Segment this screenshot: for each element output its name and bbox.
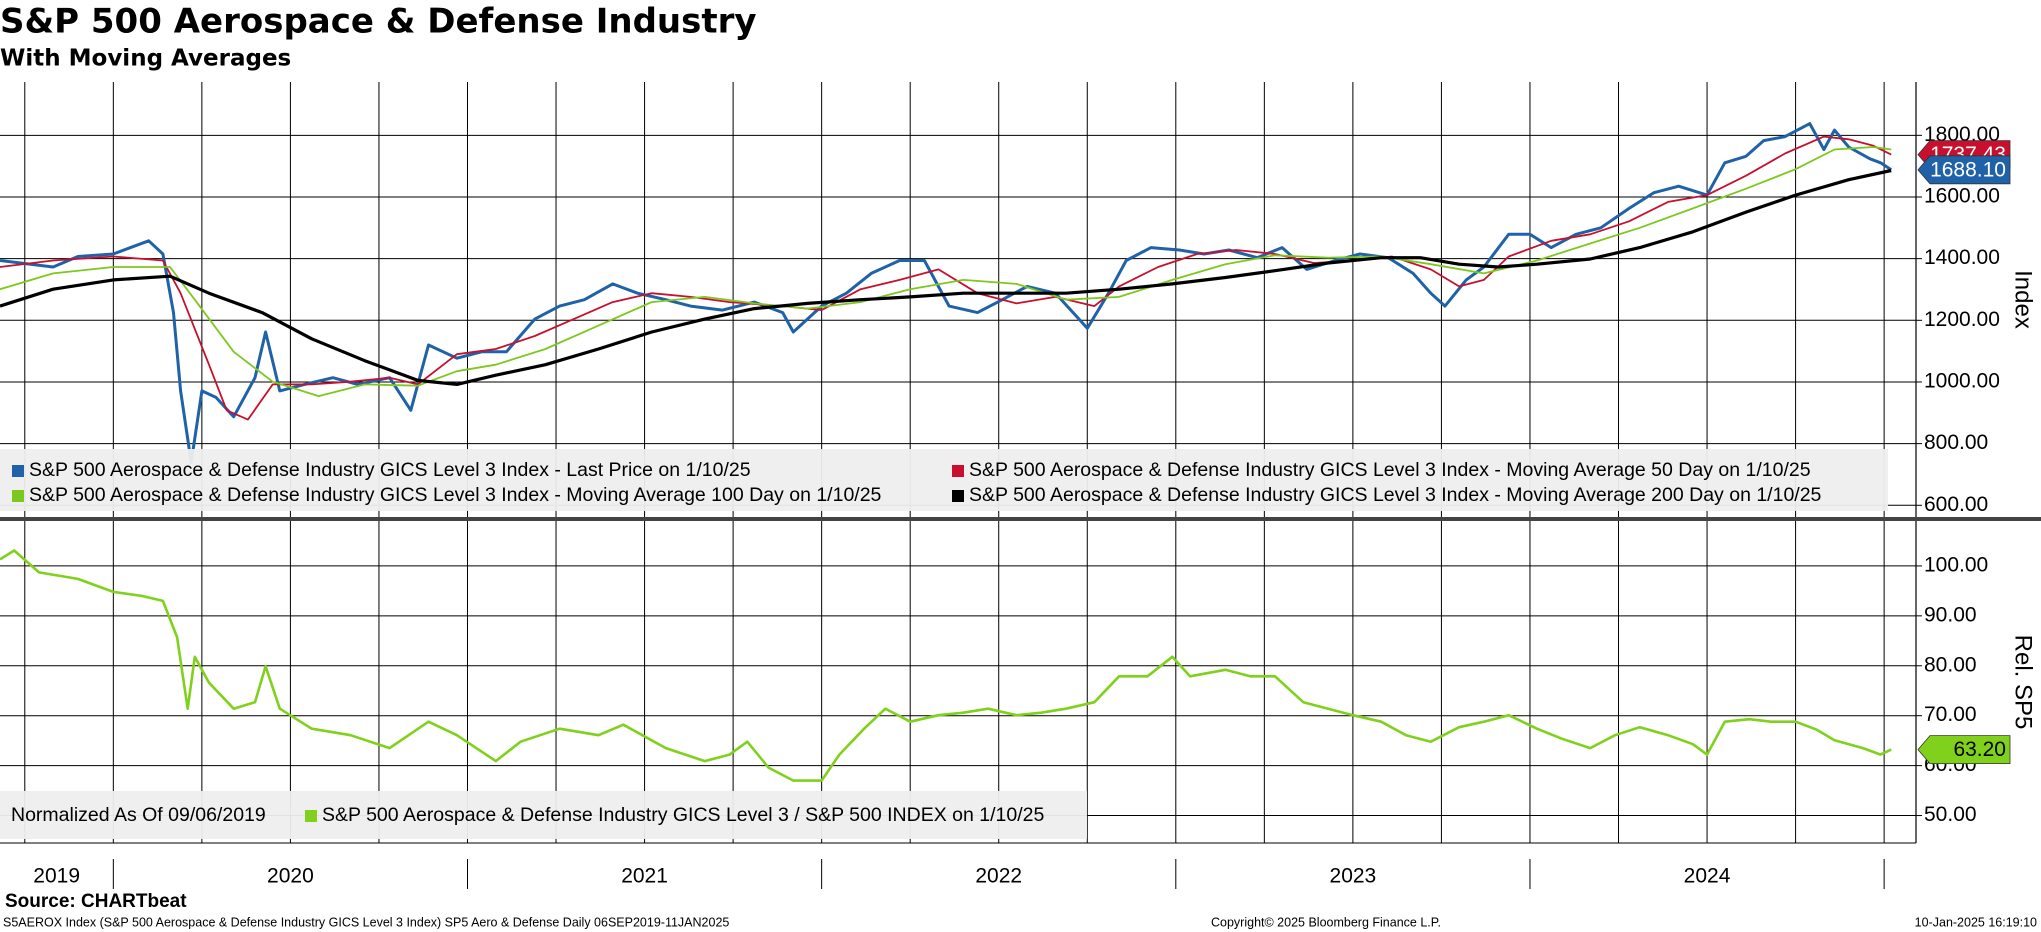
y-tick-label: 70.00 [1924,703,1977,726]
end-tag-label: 63.20 [1953,738,2006,761]
x-tick-label: 2022 [975,865,1022,888]
x-tick-label: 2021 [621,865,668,888]
y-tick-label: 100.00 [1924,553,1988,576]
chart-title: S&P 500 Aerospace & Defense Industry [0,2,757,42]
legend-box [0,791,1087,839]
y-axis-title: Index [2010,270,2037,329]
legend-swatch [952,465,964,477]
grid [0,82,1922,517]
legend-label: S&P 500 Aerospace & Defense Industry GIC… [29,459,751,481]
y-tick-label: 90.00 [1924,603,1977,626]
grid [0,521,1922,889]
x-tick-label: 2019 [33,865,80,888]
end-tag-label: 1688.10 [1930,158,2006,181]
legend-label: S&P 500 Aerospace & Defense Industry GIC… [322,804,1044,826]
series-line [0,146,1892,397]
legend-swatch [12,490,24,502]
y-tick-label: 800.00 [1924,431,1988,454]
x-tick-label: 2020 [267,865,314,888]
overlay: 600.00 800.00 1000.00 1200.00 1400.00 1600.00… [0,123,2037,516]
y-tick-label: 1200.00 [1924,308,2000,331]
legend-swatch [952,490,964,502]
legend-label: S&P 500 Aerospace & Defense Industry GIC… [969,459,1811,481]
y-tick-label: 1400.00 [1924,246,2000,269]
end-tag [1917,155,2011,185]
description: S5AEROX Index (S&P 500 Aerospace & Defen… [3,915,729,929]
legend-note: Normalized As Of 09/06/2019 [11,804,266,826]
copyright: Copyright© 2025 Bloomberg Finance L.P. [1211,915,1441,929]
legend-label: S&P 500 Aerospace & Defense Industry GIC… [969,484,1822,506]
y-tick-label: 1000.00 [1924,370,2000,393]
y-tick-label: 80.00 [1924,653,1977,676]
series-line [0,549,1892,782]
end-tag [1917,735,2011,765]
series-line [0,122,1893,464]
legend-box [0,449,1888,511]
legend-swatch [305,810,317,822]
y-tick-label: 1600.00 [1924,185,2000,208]
x-tick-label: 2023 [1330,865,1377,888]
lines [0,122,1893,464]
legend-label: S&P 500 Aerospace & Defense Industry GIC… [29,484,882,506]
timestamp: 10-Jan-2025 16:19:10 [1915,915,2037,929]
y-tick-label: 50.00 [1924,803,1977,826]
y-tick-label: 600.00 [1924,493,1988,516]
y-tick-label: 1800.00 [1924,123,2000,146]
lines [0,549,1892,782]
series-line [0,168,1892,386]
chart-subtitle: With Moving Averages [0,46,291,72]
series-line [0,135,1892,421]
legend-swatch [12,465,24,477]
source: Source: CHARTbeat [5,891,187,912]
y-axis-title: Rel. SP5 [2010,635,2037,730]
x-tick-label: 2024 [1684,865,1731,888]
